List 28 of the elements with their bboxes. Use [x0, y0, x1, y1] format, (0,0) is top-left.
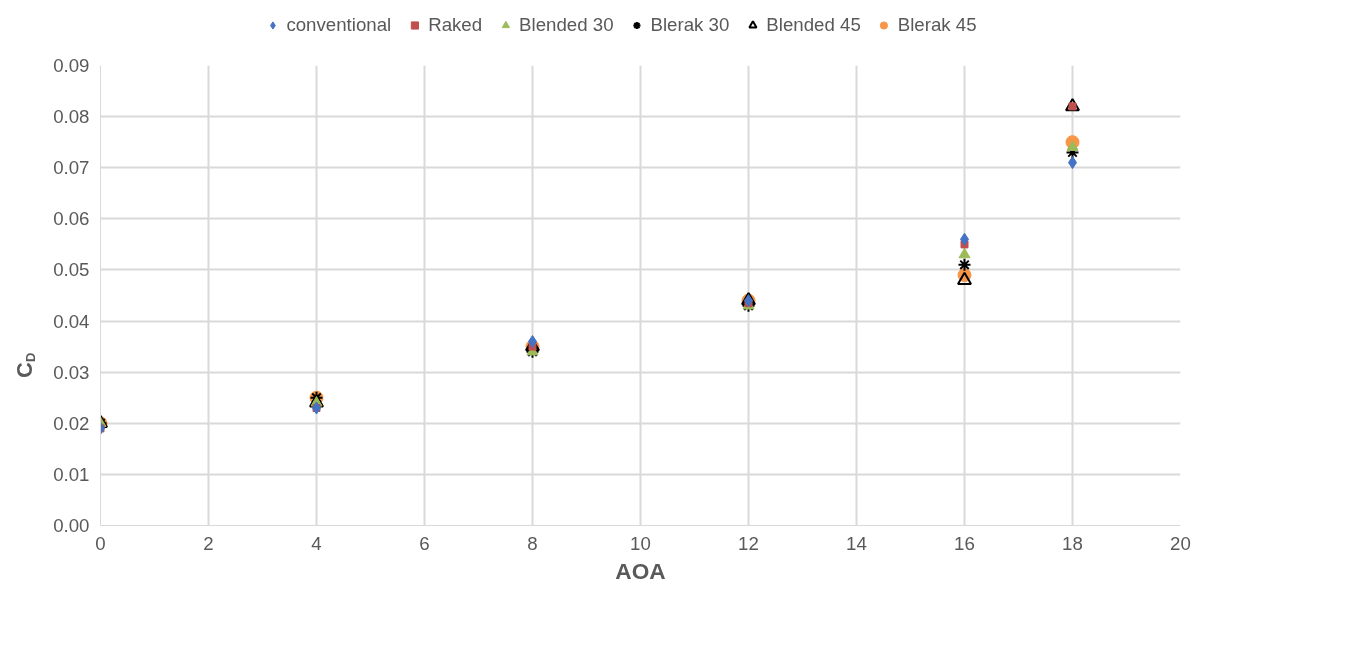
y-tick-label: 0.04 — [53, 310, 90, 332]
y-tick-label: 0.02 — [53, 412, 90, 434]
x-tick-label: 2 — [203, 532, 214, 554]
x-tick-label: 0 — [95, 532, 106, 554]
y-tick-label: 0.00 — [53, 515, 90, 536]
legend-label: Blended 30 — [519, 14, 614, 36]
x-tick-label: 10 — [630, 532, 651, 554]
y-tick-label: 0.01 — [53, 463, 90, 485]
x-tick-label: 20 — [1170, 532, 1191, 554]
x-axis-title: AOA — [615, 557, 666, 584]
legend-label: Blerak 45 — [897, 14, 977, 36]
y-tick-label: 0.03 — [53, 361, 90, 383]
legend-label: Blerak 30 — [650, 14, 730, 36]
y-tick-label: 0.08 — [53, 106, 90, 128]
y-tick-label: 0.05 — [53, 259, 90, 281]
x-tick-label: 18 — [1062, 532, 1083, 554]
x-tick-label: 14 — [846, 532, 867, 554]
legend-label: Raked — [428, 14, 483, 36]
x-tick-label: 6 — [419, 532, 430, 554]
y-tick-label: 0.09 — [53, 55, 90, 76]
x-tick-label: 8 — [527, 532, 538, 554]
x-tick-label: 16 — [954, 532, 975, 554]
legend-label: Blended 45 — [766, 14, 861, 36]
legend-label: conventional — [286, 14, 392, 36]
x-tick-label: 4 — [311, 532, 322, 554]
y-tick-label: 0.07 — [53, 157, 90, 179]
y-tick-label: 0.06 — [53, 208, 90, 230]
x-tick-label: 12 — [738, 532, 759, 554]
